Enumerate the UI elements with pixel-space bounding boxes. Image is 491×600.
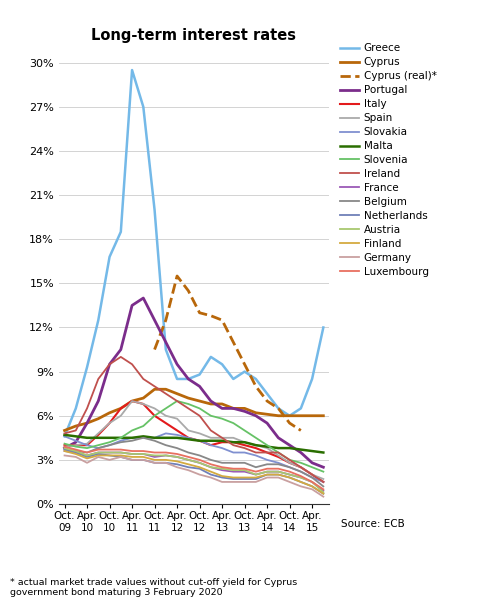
Text: * actual market trade values without cut-off yield for Cyprus
government bond ma: * actual market trade values without cut… [10, 578, 297, 597]
Text: Source: ECB: Source: ECB [341, 519, 405, 529]
Legend: Greece, Cyprus, Cyprus (real)*, Portugal, Italy, Spain, Slovakia, Malta, Sloveni: Greece, Cyprus, Cyprus (real)*, Portugal… [340, 43, 436, 277]
Title: Long-term interest rates: Long-term interest rates [91, 28, 297, 43]
